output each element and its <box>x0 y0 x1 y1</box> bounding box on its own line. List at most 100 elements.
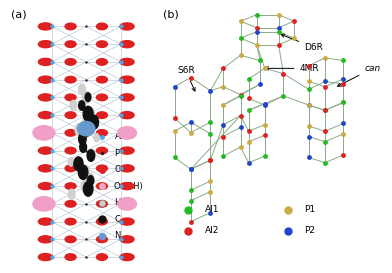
Ellipse shape <box>79 133 86 145</box>
Ellipse shape <box>120 236 134 243</box>
Ellipse shape <box>96 41 107 48</box>
Ellipse shape <box>38 236 53 243</box>
Ellipse shape <box>38 218 53 225</box>
Ellipse shape <box>83 166 89 174</box>
Ellipse shape <box>68 158 74 166</box>
Ellipse shape <box>120 165 134 172</box>
Ellipse shape <box>38 94 53 101</box>
Ellipse shape <box>38 41 53 48</box>
Ellipse shape <box>65 59 76 65</box>
Ellipse shape <box>75 124 83 136</box>
Text: P1: P1 <box>304 205 315 214</box>
Ellipse shape <box>96 254 107 260</box>
Ellipse shape <box>38 147 53 154</box>
Ellipse shape <box>85 93 91 102</box>
Ellipse shape <box>65 130 76 136</box>
Ellipse shape <box>38 165 53 172</box>
Ellipse shape <box>120 218 134 225</box>
Ellipse shape <box>65 112 76 118</box>
Ellipse shape <box>82 124 90 136</box>
Ellipse shape <box>38 129 53 136</box>
Ellipse shape <box>65 76 76 83</box>
Text: 4MR: 4MR <box>265 64 319 73</box>
Text: Al: Al <box>114 132 123 141</box>
Ellipse shape <box>65 254 76 260</box>
Ellipse shape <box>78 121 95 136</box>
Ellipse shape <box>65 41 76 48</box>
Ellipse shape <box>87 176 94 186</box>
Ellipse shape <box>33 126 55 140</box>
Text: D6R: D6R <box>281 34 323 52</box>
Text: N: N <box>114 231 121 240</box>
Ellipse shape <box>38 254 53 261</box>
Text: Al1: Al1 <box>205 205 219 214</box>
Ellipse shape <box>96 183 107 189</box>
Ellipse shape <box>120 183 134 190</box>
Ellipse shape <box>118 198 136 210</box>
Ellipse shape <box>87 173 94 183</box>
Ellipse shape <box>120 147 134 154</box>
Ellipse shape <box>96 165 107 172</box>
Ellipse shape <box>33 197 55 211</box>
Ellipse shape <box>80 142 85 149</box>
Ellipse shape <box>38 76 53 83</box>
Ellipse shape <box>79 101 85 110</box>
Text: P2: P2 <box>304 226 315 235</box>
Ellipse shape <box>38 112 53 119</box>
Ellipse shape <box>83 182 93 196</box>
Ellipse shape <box>80 142 87 152</box>
Ellipse shape <box>96 147 107 154</box>
Text: O: O <box>114 165 121 174</box>
Ellipse shape <box>83 116 91 127</box>
Ellipse shape <box>96 112 107 118</box>
Ellipse shape <box>65 183 76 189</box>
Text: C: C <box>114 215 120 224</box>
Ellipse shape <box>120 200 134 207</box>
Text: (a): (a) <box>11 9 27 19</box>
Ellipse shape <box>70 100 77 111</box>
Ellipse shape <box>89 150 95 158</box>
Ellipse shape <box>65 236 76 243</box>
Text: O (OH): O (OH) <box>114 182 143 191</box>
Ellipse shape <box>96 236 107 243</box>
Ellipse shape <box>120 112 134 119</box>
Ellipse shape <box>94 134 99 142</box>
Ellipse shape <box>78 84 85 94</box>
Ellipse shape <box>87 108 94 119</box>
Text: Al2: Al2 <box>205 226 219 235</box>
Ellipse shape <box>83 91 91 103</box>
Ellipse shape <box>120 76 134 83</box>
Ellipse shape <box>83 106 93 121</box>
Ellipse shape <box>96 94 107 101</box>
Ellipse shape <box>89 115 98 129</box>
Ellipse shape <box>96 76 107 83</box>
Ellipse shape <box>38 23 53 30</box>
Ellipse shape <box>38 200 53 207</box>
Ellipse shape <box>120 41 134 48</box>
Text: (b): (b) <box>163 9 179 19</box>
Ellipse shape <box>96 201 107 207</box>
Ellipse shape <box>87 150 95 161</box>
Ellipse shape <box>96 130 107 136</box>
Text: can: can <box>338 64 381 86</box>
Ellipse shape <box>120 94 134 101</box>
Ellipse shape <box>74 157 83 171</box>
Text: P: P <box>114 149 120 158</box>
Ellipse shape <box>120 58 134 66</box>
Ellipse shape <box>65 165 76 172</box>
Ellipse shape <box>81 180 89 192</box>
Text: H: H <box>114 198 121 207</box>
Ellipse shape <box>120 23 134 30</box>
Ellipse shape <box>65 201 76 207</box>
Ellipse shape <box>120 254 134 261</box>
Ellipse shape <box>96 218 107 225</box>
Ellipse shape <box>96 59 107 65</box>
Ellipse shape <box>38 58 53 66</box>
Ellipse shape <box>65 23 76 30</box>
Ellipse shape <box>65 147 76 154</box>
Ellipse shape <box>65 94 76 101</box>
Ellipse shape <box>78 165 88 179</box>
Ellipse shape <box>38 183 53 190</box>
Ellipse shape <box>118 127 136 139</box>
Text: S6R: S6R <box>177 67 195 91</box>
